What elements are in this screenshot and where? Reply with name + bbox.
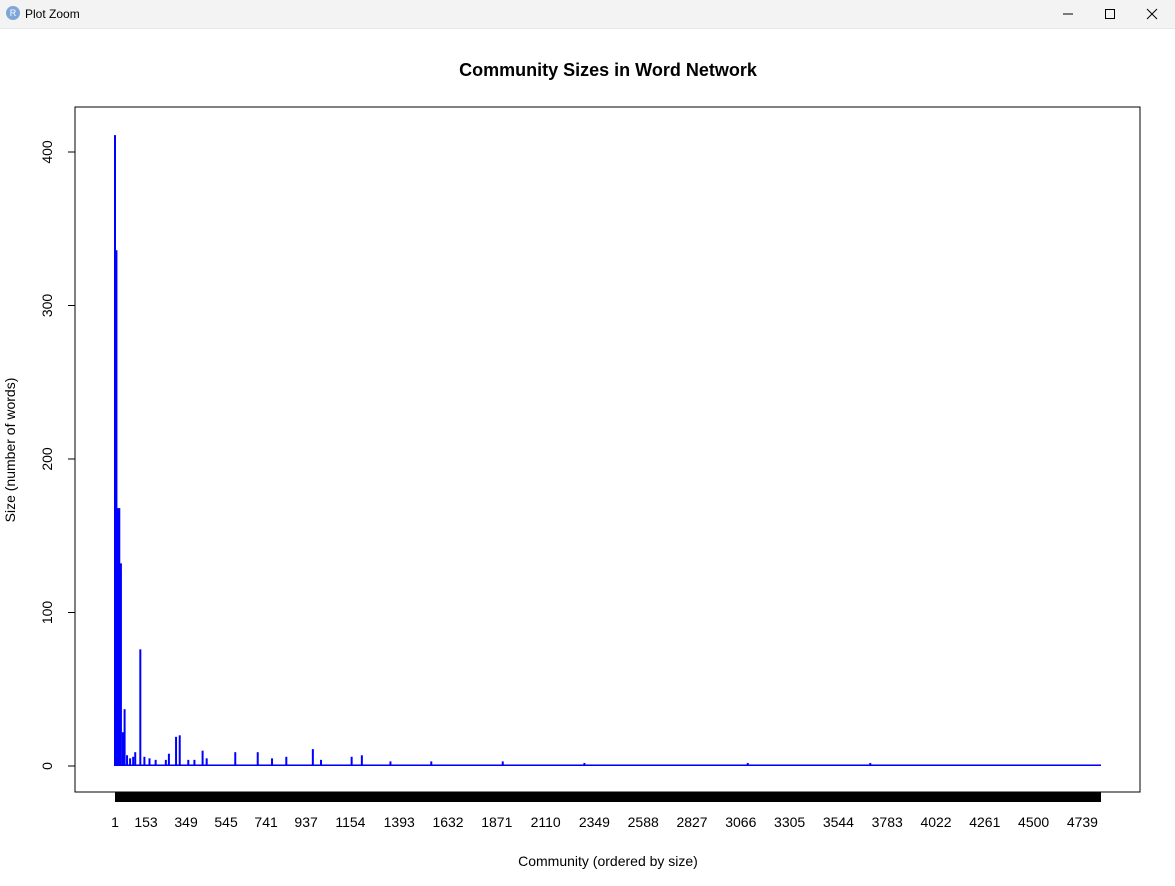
x-tick-label: 741	[254, 814, 278, 830]
x-axis-ticks-band	[115, 792, 1101, 802]
r-app-icon: R	[6, 6, 20, 20]
y-tick-label: 300	[39, 294, 55, 318]
y-axis: 0 100 200 300 400	[39, 140, 76, 770]
x-tick-label: 4739	[1067, 814, 1098, 830]
maximize-icon	[1105, 9, 1115, 19]
close-button[interactable]	[1129, 0, 1175, 28]
x-tick-label: 1154	[335, 814, 365, 830]
x-tick-label: 1	[111, 814, 119, 830]
window-title: Plot Zoom	[25, 7, 80, 21]
minimize-icon	[1063, 13, 1073, 15]
x-tick-label: 349	[174, 814, 198, 830]
x-tick-label: 2349	[579, 814, 610, 830]
x-tick-label: 1632	[432, 814, 463, 830]
x-tick-label: 545	[214, 814, 238, 830]
minimize-button[interactable]	[1045, 0, 1091, 28]
x-tick-label: 4500	[1018, 814, 1049, 830]
x-axis: 1 153 349 545 741 937 1154 1393 1632 1871 2110 2349…	[111, 792, 1101, 830]
x-tick-label: 1871	[481, 814, 512, 830]
window-titlebar: R Plot Zoom	[0, 0, 1175, 29]
y-tick-label: 200	[39, 447, 55, 471]
y-tick-label: 400	[39, 140, 55, 164]
x-tick-label: 1393	[384, 814, 415, 830]
x-tick-label: 2827	[676, 814, 707, 830]
bars	[114, 135, 1101, 766]
bar-tail	[115, 764, 1101, 766]
x-tick-label: 4261	[969, 814, 1000, 830]
x-tick-label: 3544	[823, 814, 854, 830]
x-tick-label: 3305	[774, 814, 805, 830]
bar-chart: Community Sizes in Word Network 0 100 200 3…	[2, 60, 1141, 869]
y-tick-label: 0	[39, 762, 55, 770]
close-icon	[1146, 8, 1158, 20]
x-tick-label: 3783	[872, 814, 903, 830]
maximize-button[interactable]	[1087, 0, 1133, 28]
chart-title: Community Sizes in Word Network	[459, 60, 758, 80]
x-axis-label: Community (ordered by size)	[518, 853, 698, 869]
y-axis-label: Size (number of words)	[2, 378, 18, 523]
x-tick-label: 153	[134, 814, 158, 830]
plot-frame	[74, 106, 1141, 793]
x-tick-label: 4022	[920, 814, 951, 830]
y-tick-label: 100	[39, 601, 55, 625]
x-tick-label: 3066	[725, 814, 756, 830]
x-tick-label: 937	[294, 814, 318, 830]
x-tick-label: 2110	[531, 814, 561, 830]
x-tick-label: 2588	[628, 814, 659, 830]
